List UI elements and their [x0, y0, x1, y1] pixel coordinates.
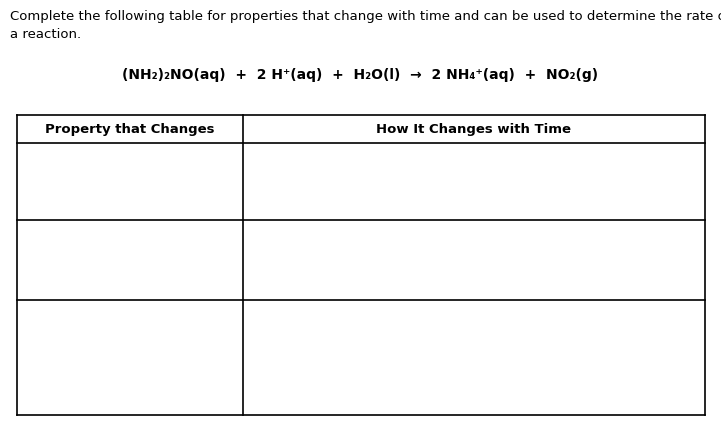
Text: (NH₂)₂NO(aq)  +  2 H⁺(aq)  +  H₂O(l)  →  2 NH₄⁺(aq)  +  NO₂(g): (NH₂)₂NO(aq) + 2 H⁺(aq) + H₂O(l) → 2 NH₄… [123, 68, 598, 82]
Text: a reaction.: a reaction. [10, 28, 81, 41]
Text: Property that Changes: Property that Changes [45, 123, 215, 136]
Text: How It Changes with Time: How It Changes with Time [376, 123, 572, 136]
Text: Complete the following table for properties that change with time and can be use: Complete the following table for propert… [10, 10, 721, 23]
